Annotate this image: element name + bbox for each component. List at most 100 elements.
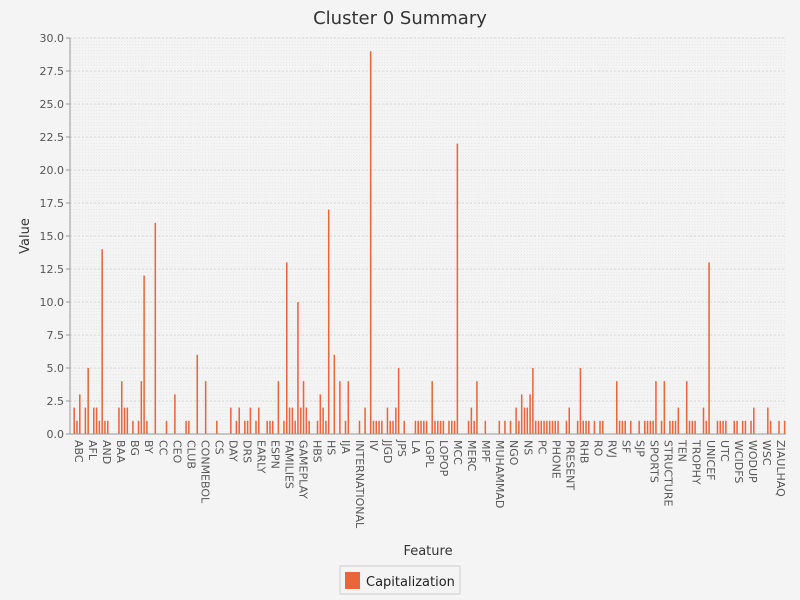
bar xyxy=(423,420,425,434)
x-tick-label: IV xyxy=(367,440,380,451)
bars xyxy=(73,51,786,434)
bar xyxy=(249,407,252,434)
x-tick-label: LOPOP xyxy=(437,440,450,477)
x-tick-label: MERC xyxy=(465,440,478,472)
bar xyxy=(358,420,361,434)
bar xyxy=(671,420,674,434)
bar xyxy=(246,420,249,434)
bar xyxy=(543,420,545,434)
y-tick-label: 5.0 xyxy=(47,362,65,375)
bar xyxy=(98,420,101,434)
bar xyxy=(288,407,291,434)
x-tick-label: SF xyxy=(620,440,633,453)
bar xyxy=(381,420,383,434)
bar xyxy=(375,420,378,434)
bar xyxy=(439,420,442,434)
bar xyxy=(230,407,232,434)
bar xyxy=(417,420,419,434)
bar xyxy=(702,407,705,434)
bar xyxy=(302,381,305,434)
plot-area xyxy=(69,37,786,435)
x-tick-label: RVJ xyxy=(606,440,619,458)
y-tick-label: 12.5 xyxy=(40,263,65,276)
x-tick-label: ESPN xyxy=(269,440,282,469)
bar xyxy=(688,420,691,434)
bar xyxy=(769,420,772,434)
chart-title: Cluster 0 Summary xyxy=(313,8,487,29)
y-tick-label: 30.0 xyxy=(40,32,65,45)
bar xyxy=(319,394,322,434)
bar xyxy=(509,420,512,434)
x-tick-label: JJGD xyxy=(381,439,394,463)
x-tick-label: TROPHY xyxy=(690,439,703,485)
bar xyxy=(551,420,554,434)
bar xyxy=(582,420,584,434)
x-tick-label: DRS xyxy=(240,440,253,463)
bar xyxy=(333,354,336,434)
bar xyxy=(434,420,436,434)
bar xyxy=(165,420,168,434)
bar xyxy=(269,420,271,434)
x-tick-label: AND xyxy=(100,440,113,464)
bar xyxy=(437,420,439,434)
bar xyxy=(299,407,302,434)
legend: Capitalization xyxy=(339,565,461,595)
x-tick-label: DAY xyxy=(226,440,239,462)
x-tick-label: IJA xyxy=(339,440,352,454)
bar xyxy=(185,420,187,434)
bar xyxy=(663,381,666,434)
bar xyxy=(554,420,557,434)
bar xyxy=(204,381,207,434)
bar xyxy=(736,420,738,434)
bar xyxy=(638,420,640,434)
bar xyxy=(484,420,487,434)
bar xyxy=(624,420,626,434)
bar xyxy=(442,420,445,434)
bar xyxy=(456,143,459,434)
y-tick-label: 25.0 xyxy=(40,98,65,111)
bar xyxy=(386,407,389,434)
x-tick-label: LA xyxy=(409,440,422,454)
bar xyxy=(694,420,696,434)
x-tick-label: ABC xyxy=(72,440,85,463)
x-tick-label: EARLY xyxy=(255,440,268,474)
bar xyxy=(674,420,677,434)
bar xyxy=(369,51,372,434)
bar xyxy=(526,407,529,434)
bar xyxy=(101,249,103,434)
bar xyxy=(87,368,89,434)
bar xyxy=(372,420,375,434)
bar xyxy=(392,420,394,434)
bar xyxy=(767,407,769,434)
bar xyxy=(649,420,652,434)
bar xyxy=(425,420,428,434)
bar xyxy=(308,420,310,434)
bar xyxy=(669,420,671,434)
x-tick-label: MUHAMMAD xyxy=(493,440,506,508)
bar xyxy=(643,420,646,434)
x-tick-label: RO xyxy=(591,440,604,457)
bar xyxy=(783,420,786,434)
x-tick-label: CLUB xyxy=(184,440,197,469)
bar xyxy=(504,420,506,434)
y-tick-label: 10.0 xyxy=(40,296,65,309)
bar xyxy=(431,381,433,434)
bar xyxy=(568,407,571,434)
x-axis-ticks: ABC AFL AND BAA BG BY CC CEO CLUB CONMEBOL CS DAY DR… xyxy=(72,439,787,529)
y-tick-label: 15.0 xyxy=(40,230,65,243)
bar xyxy=(339,381,341,434)
x-tick-label: PC xyxy=(535,440,548,455)
x-tick-label: INTERNATIONAL xyxy=(353,440,366,529)
bar xyxy=(395,407,397,434)
x-tick-label: HBS xyxy=(311,440,324,463)
bar xyxy=(520,394,523,434)
bar xyxy=(470,407,473,434)
bar xyxy=(652,420,654,434)
x-tick-label: SJP xyxy=(634,440,647,457)
bar xyxy=(585,420,587,434)
bar xyxy=(660,420,663,434)
bar xyxy=(73,407,75,434)
bar xyxy=(174,394,176,434)
bar xyxy=(630,420,632,434)
